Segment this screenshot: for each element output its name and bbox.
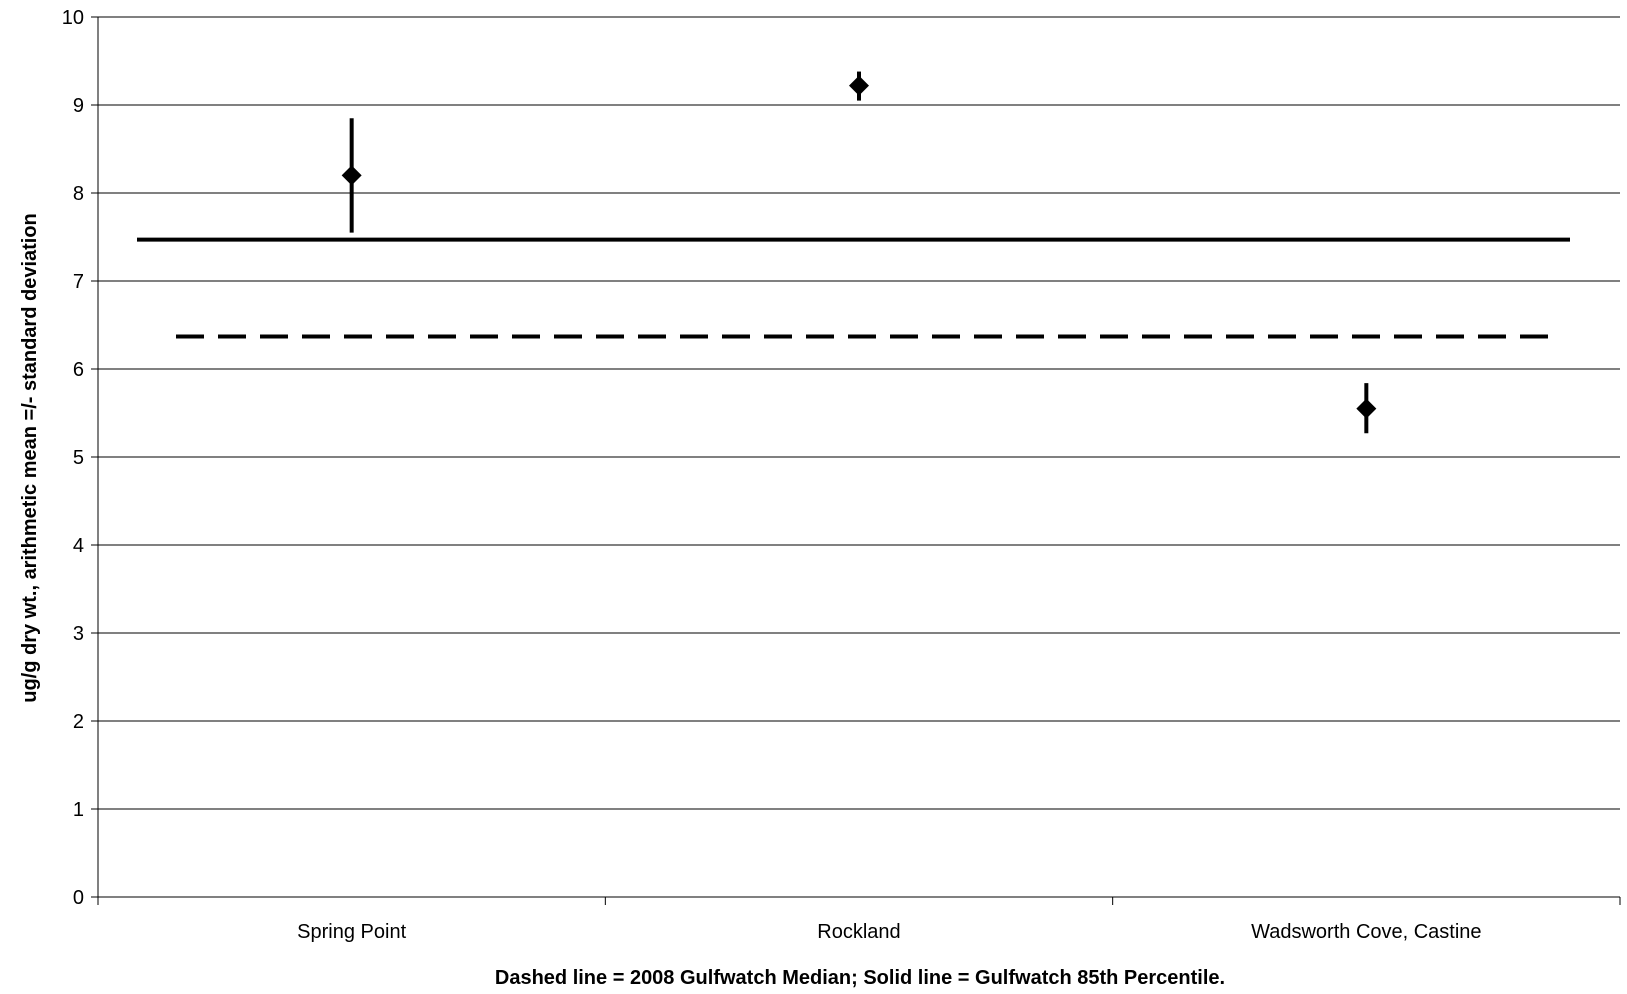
y-tick-label-7: 7 <box>73 271 84 293</box>
x-axis-title: Dashed line = 2008 Gulfwatch Median; Sol… <box>495 967 1225 989</box>
data-points <box>341 75 1377 419</box>
reference-lines <box>137 237 1570 339</box>
error-bars <box>349 71 1369 434</box>
data-point-1 <box>849 75 869 96</box>
y-tick-label-6: 6 <box>73 359 84 381</box>
x-tick-label-1: Rockland <box>817 921 900 943</box>
x-tick-labels: Spring Point Rockland Wadsworth Cove, Cast… <box>297 921 1481 943</box>
data-point-0 <box>341 165 362 186</box>
y-tick-label-4: 4 <box>73 535 84 557</box>
y-tick-label-9: 9 <box>73 95 84 117</box>
axes <box>91 16 1621 905</box>
data-point-2 <box>1356 398 1377 419</box>
y-tick-label-2: 2 <box>73 711 84 733</box>
y-axis-title: ug/g dry wt., arithmetic mean =/- standa… <box>19 213 41 703</box>
y-tick-label-8: 8 <box>73 183 84 205</box>
grid-lines <box>98 16 1620 810</box>
y-tick-label-0: 0 <box>73 887 84 909</box>
x-tick-label-2: Wadsworth Cove, Castine <box>1251 921 1481 943</box>
y-tick-labels: 0 1 2 3 4 5 6 7 8 9 10 <box>62 7 84 909</box>
y-tick-label-1: 1 <box>73 799 84 821</box>
x-tick-label-0: Spring Point <box>297 921 406 943</box>
y-tick-label-10: 10 <box>62 7 84 29</box>
y-tick-label-5: 5 <box>73 447 84 469</box>
y-tick-label-3: 3 <box>73 623 84 645</box>
